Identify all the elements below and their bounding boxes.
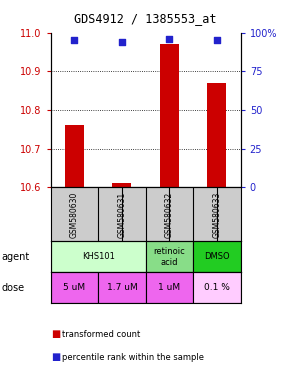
Text: ■: ■ — [51, 352, 60, 362]
Text: GSM580631: GSM580631 — [117, 191, 126, 238]
Point — [120, 39, 124, 45]
Point — [72, 37, 77, 43]
Bar — [51, 272, 98, 303]
Bar — [160, 44, 179, 187]
Text: GDS4912 / 1385553_at: GDS4912 / 1385553_at — [74, 12, 216, 25]
Bar — [146, 242, 193, 272]
Point — [167, 36, 172, 42]
Bar — [51, 242, 146, 272]
Text: retinoic
acid: retinoic acid — [154, 247, 185, 266]
Text: 1 uM: 1 uM — [158, 283, 181, 292]
Text: dose: dose — [1, 283, 25, 293]
Text: DMSO: DMSO — [204, 252, 230, 262]
Bar — [113, 184, 131, 187]
Bar — [193, 242, 241, 272]
Text: 1.7 uM: 1.7 uM — [107, 283, 137, 292]
Bar — [146, 272, 193, 303]
Text: GSM580632: GSM580632 — [165, 191, 174, 238]
Bar — [98, 272, 146, 303]
Text: ■: ■ — [51, 329, 60, 339]
Bar — [207, 83, 226, 187]
Point — [215, 37, 219, 43]
Text: KHS101: KHS101 — [82, 252, 115, 262]
Text: agent: agent — [1, 252, 30, 262]
Bar — [65, 126, 84, 187]
Text: GSM580633: GSM580633 — [213, 191, 222, 238]
Text: 5 uM: 5 uM — [64, 283, 86, 292]
Text: 0.1 %: 0.1 % — [204, 283, 230, 292]
Bar — [193, 272, 241, 303]
Text: percentile rank within the sample: percentile rank within the sample — [62, 353, 204, 362]
Text: transformed count: transformed count — [62, 329, 141, 339]
Text: GSM580630: GSM580630 — [70, 191, 79, 238]
